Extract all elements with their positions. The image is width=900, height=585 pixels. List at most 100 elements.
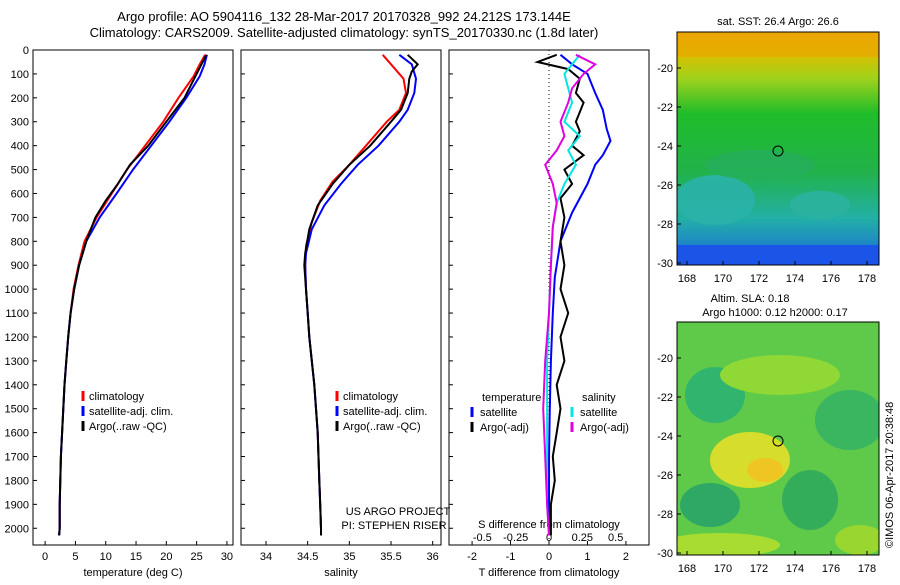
map-x-tick-label: 176 <box>822 563 840 575</box>
difference-series-0 <box>548 54 612 536</box>
header-line-1: Argo profile: AO 5904116_132 28-Mar-2017… <box>117 9 571 24</box>
temperature-series-2 <box>58 54 208 536</box>
x-tick-label: 36 <box>427 551 439 563</box>
map-y-tick-label: -20 <box>657 63 673 75</box>
credit-text: ©IMOS 06-Apr-2017 20:38:48 <box>884 402 896 548</box>
x-tick-label: -1 <box>506 551 516 563</box>
difference-series-2 <box>546 54 582 536</box>
y-tick-label: 300 <box>11 117 29 129</box>
y-tick-label: 1200 <box>5 332 29 344</box>
x-tick-label: 25 <box>191 551 203 563</box>
salinity-series-1 <box>304 54 418 536</box>
x-tick-label: 35 <box>343 551 355 563</box>
map-y-tick-label: -26 <box>657 470 673 482</box>
x-tick-label: 34 <box>260 551 272 563</box>
map-x-tick-label: 178 <box>858 563 876 575</box>
y-tick-label: 1100 <box>5 308 29 320</box>
map-x-tick-label: 178 <box>858 273 876 285</box>
map-y-tick-label: -24 <box>657 141 673 153</box>
difference-x-axis-label: T difference from climatology <box>479 567 620 579</box>
y-tick-label: 900 <box>11 260 29 272</box>
annotation-project: US ARGO PROJECT <box>346 506 451 518</box>
map-x-tick-label: 176 <box>822 273 840 285</box>
y-tick-label: 0 <box>23 45 29 57</box>
map-x-tick-label: 168 <box>678 273 696 285</box>
map-y-tick-label: -24 <box>657 431 673 443</box>
top-axis-tick-label: -0.5 <box>473 532 492 544</box>
sla-map-features <box>677 355 879 555</box>
x-tick-label: -2 <box>467 551 477 563</box>
x-tick-label: 5 <box>72 551 78 563</box>
sla-map-frame <box>676 321 880 556</box>
legend-label: satellite-adj. clim. <box>343 406 427 418</box>
top-axis-tick-label: 0 <box>546 532 552 544</box>
salinity-panel: 34 34.5 35 35.5 36 salinity climatology satelli… <box>240 49 451 579</box>
y-tick-label: 2000 <box>5 523 29 535</box>
map-y-tick-label: -30 <box>657 548 673 560</box>
map-x-tick-label: 172 <box>750 273 768 285</box>
y-tick-label: 100 <box>11 69 29 81</box>
map-y-tick-label: -20 <box>657 353 673 365</box>
legend-title-temperature: temperature <box>482 392 541 404</box>
sst-map-frame <box>676 31 880 266</box>
legend-label: Argo(-adj) <box>580 422 629 434</box>
temperature-panel: 0100200300400500600700800900100011001200… <box>5 45 234 579</box>
x-tick-label: 15 <box>130 551 142 563</box>
legend-label: Argo(..raw -QC) <box>89 421 167 433</box>
map-x-tick-label: 168 <box>678 563 696 575</box>
legend-label: Argo(..raw -QC) <box>343 421 421 433</box>
y-tick-label: 200 <box>11 93 29 105</box>
y-tick-label: 500 <box>11 165 29 177</box>
map-y-tick-label: -28 <box>657 509 673 521</box>
legend-label: satellite-adj. clim. <box>89 406 173 418</box>
map-x-tick-label: 174 <box>786 273 804 285</box>
salinity-x-axis-label: salinity <box>324 567 358 579</box>
salinity-series-0 <box>304 54 408 536</box>
y-tick-label: 1500 <box>5 404 29 416</box>
temperature-x-axis-label: temperature (deg C) <box>83 567 182 579</box>
map-y-tick-label: -22 <box>657 392 673 404</box>
sla-map-axes: 168 170 172 174 176 178 -20 -22 -24 -26 -28 -30 <box>657 353 876 575</box>
difference-panel: -2 -1 0 1 2T difference from climatology -0.5… <box>448 49 650 579</box>
legend-label: climatology <box>343 391 399 403</box>
difference-series-3 <box>542 53 598 536</box>
sst-map-title: sat. SST: 26.4 Argo: 26.6 <box>717 16 839 28</box>
y-tick-label: 1800 <box>5 475 29 487</box>
sst-map-field <box>677 32 879 265</box>
salinity-series-2 <box>303 54 420 536</box>
legend-label: Argo(-adj) <box>480 422 529 434</box>
x-tick-label: 30 <box>221 551 233 563</box>
map-y-tick-label: -26 <box>657 180 673 192</box>
legend-label: satellite <box>580 407 617 419</box>
y-tick-label: 1000 <box>5 284 29 296</box>
x-tick-label: 34.5 <box>297 551 318 563</box>
y-tick-label: 1400 <box>5 380 29 392</box>
map-x-tick-label: 172 <box>750 563 768 575</box>
top-axis-tick-label: 0.25 <box>572 532 593 544</box>
sla-argo-location-marker <box>772 435 784 447</box>
sla-map-title-2: Argo h1000: 0.12 h2000: 0.17 <box>702 307 848 319</box>
map-y-tick-label: -28 <box>657 219 673 231</box>
header-line-2: Climatology: CARS2009. Satellite-adjuste… <box>90 25 599 40</box>
sst-argo-location-marker <box>772 145 784 157</box>
annotation-pi: PI: STEPHEN RISER <box>341 520 446 532</box>
y-tick-label: 1300 <box>5 356 29 368</box>
y-tick-label: 1600 <box>5 428 29 440</box>
x-tick-label: 20 <box>160 551 172 563</box>
top-axis-tick-label: 0.5 <box>608 532 623 544</box>
y-tick-label: 1700 <box>5 452 29 464</box>
temperature-plot-frame <box>32 49 234 546</box>
y-tick-label: 600 <box>11 188 29 200</box>
temperature-series-1 <box>58 54 208 536</box>
map-y-tick-label: -30 <box>657 258 673 270</box>
sla-map: Altim. SLA: 0.18 Argo h1000: 0.12 h2000:… <box>657 293 880 575</box>
y-tick-label: 1900 <box>5 499 29 511</box>
legend-title-salinity: salinity <box>582 392 616 404</box>
x-tick-label: 35.5 <box>380 551 401 563</box>
difference-series-1 <box>534 53 586 536</box>
x-tick-label: 2 <box>623 551 629 563</box>
sla-map-title-1: Altim. SLA: 0.18 <box>711 293 790 305</box>
top-axis-tick-label: -0.25 <box>503 532 528 544</box>
